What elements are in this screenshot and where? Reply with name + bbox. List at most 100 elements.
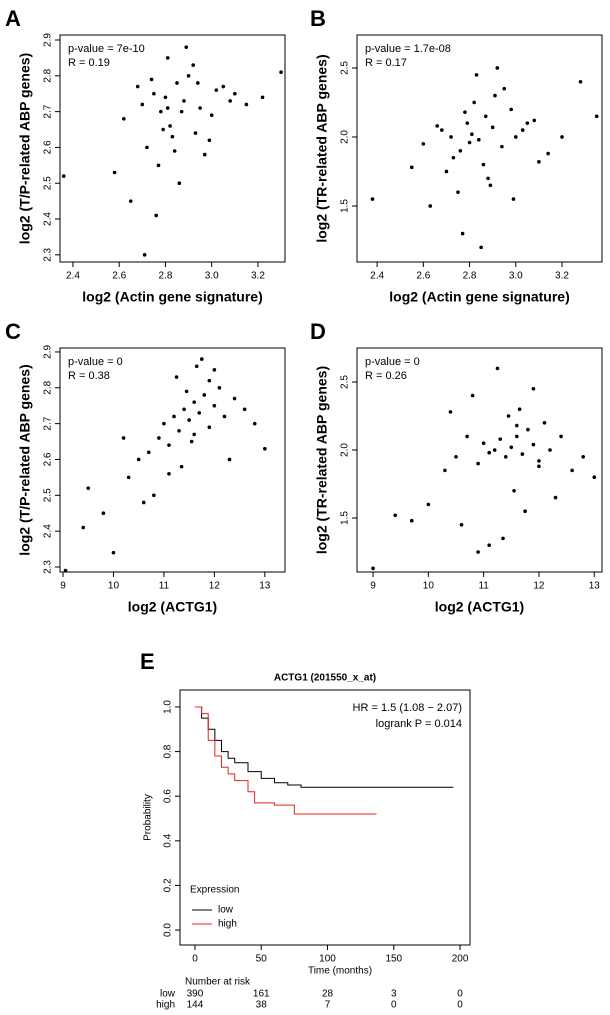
- point: [517, 407, 522, 412]
- x-tick-label: 3.0: [205, 271, 219, 282]
- y-tick-label: 2.5: [43, 488, 54, 502]
- point: [520, 452, 525, 456]
- point: [493, 93, 497, 98]
- annotation: p-value = 1.7e-08: [365, 43, 451, 55]
- panel-label: B: [310, 6, 326, 31]
- plot-frame: [59, 347, 286, 573]
- point: [252, 421, 257, 426]
- point: [165, 56, 170, 60]
- panel-label: D: [310, 319, 326, 344]
- point: [182, 407, 186, 412]
- x-tick-label: 10: [108, 581, 120, 592]
- point: [495, 366, 500, 371]
- point: [121, 436, 126, 440]
- point: [170, 134, 175, 139]
- point: [198, 106, 202, 110]
- y-tick-label: 2.5: [340, 375, 351, 389]
- point: [594, 114, 599, 119]
- x-axis-label: log2 (ACTG1): [128, 599, 217, 615]
- point: [451, 155, 456, 160]
- risk-row-name: high: [156, 1000, 175, 1011]
- point: [487, 450, 491, 455]
- risk-value: 38: [256, 1000, 268, 1011]
- point: [156, 163, 161, 168]
- x-tick-label: 12: [533, 581, 545, 592]
- x-tick-label: 10: [423, 581, 435, 592]
- point: [101, 511, 106, 516]
- annotation: R = 0.19: [68, 57, 110, 69]
- point: [128, 199, 133, 203]
- y-tick-label: 2.6: [43, 452, 54, 466]
- point: [111, 550, 116, 555]
- point: [428, 204, 433, 208]
- point: [263, 446, 267, 451]
- y-tick-label: 2.3: [43, 247, 54, 261]
- point: [500, 144, 504, 149]
- point: [202, 393, 207, 397]
- point: [122, 116, 126, 121]
- point: [161, 127, 165, 132]
- point: [520, 128, 525, 132]
- point: [488, 183, 493, 188]
- risk-row-name: low: [160, 989, 176, 1000]
- point: [509, 107, 513, 112]
- y-tick-label: 2.0: [340, 130, 351, 144]
- point: [440, 128, 444, 132]
- point: [487, 543, 491, 548]
- point: [260, 95, 265, 100]
- point: [448, 410, 453, 414]
- point: [142, 253, 147, 257]
- x-axis-label: log2 (Actin gene signature): [82, 289, 262, 305]
- point: [481, 162, 486, 167]
- point: [279, 70, 283, 75]
- point: [182, 99, 186, 103]
- x-tick-label: 3.2: [555, 271, 569, 282]
- annotation: R = 0.38: [68, 370, 110, 382]
- x-tick-label: 3.0: [509, 271, 523, 282]
- x-tick-label: 2.6: [416, 271, 430, 282]
- point: [177, 181, 182, 186]
- risk-value: 0: [457, 989, 463, 1000]
- point: [140, 102, 145, 107]
- x-tick-label: 9: [60, 581, 66, 592]
- point: [531, 442, 536, 447]
- point: [506, 414, 511, 418]
- point: [146, 450, 151, 455]
- x-tick-label: 150: [385, 954, 402, 965]
- point: [212, 368, 217, 372]
- point: [511, 197, 516, 201]
- point: [179, 109, 184, 114]
- point: [175, 81, 179, 85]
- point: [244, 102, 249, 107]
- x-axis-label: log2 (ACTG1): [435, 599, 524, 615]
- y-axis-label: log2 (T/P-related ABP genes): [17, 364, 33, 555]
- point: [207, 378, 212, 383]
- x-tick-label: 2.4: [370, 271, 384, 282]
- point: [126, 475, 131, 480]
- point: [470, 132, 474, 137]
- x-tick-label: 2.4: [66, 271, 80, 282]
- plot-frame: [59, 34, 286, 263]
- point: [435, 124, 440, 128]
- point: [553, 495, 558, 500]
- y-tick-label: 0.2: [163, 878, 174, 892]
- point: [135, 84, 140, 89]
- point: [194, 364, 199, 369]
- point: [232, 396, 237, 401]
- point: [570, 468, 574, 473]
- risk-value: 144: [187, 1000, 204, 1011]
- y-axis-label: log2 (T/P-related ABP genes): [17, 53, 33, 244]
- y-axis-label: log2 (TR-related ABP genes): [314, 366, 330, 554]
- point: [233, 91, 237, 96]
- y-tick-label: 1.5: [340, 199, 351, 213]
- risk-value: 0: [457, 1000, 463, 1011]
- y-tick-label: 2.6: [43, 140, 54, 154]
- y-tick-label: 2.4: [43, 524, 54, 538]
- point: [559, 434, 563, 439]
- point: [227, 457, 232, 462]
- point: [228, 99, 232, 103]
- point: [509, 445, 514, 450]
- point: [515, 423, 519, 428]
- point: [486, 176, 490, 181]
- point: [409, 518, 414, 523]
